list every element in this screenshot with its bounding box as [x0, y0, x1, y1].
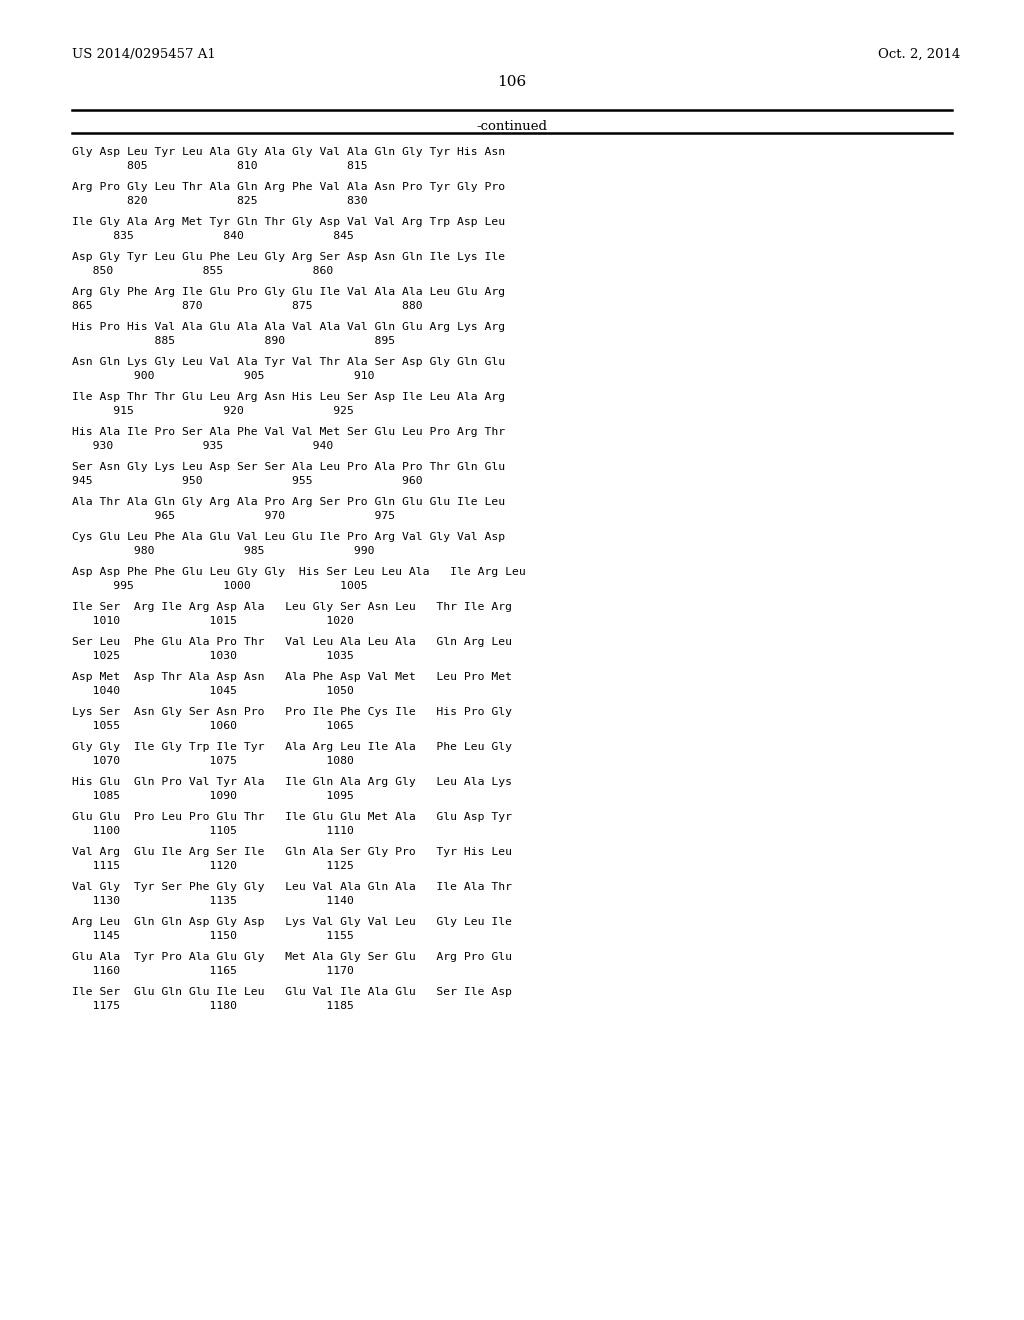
Text: 995             1000             1005: 995 1000 1005	[72, 581, 368, 591]
Text: 1145             1150             1155: 1145 1150 1155	[72, 931, 354, 941]
Text: Asn Gln Lys Gly Leu Val Ala Tyr Val Thr Ala Ser Asp Gly Gln Glu: Asn Gln Lys Gly Leu Val Ala Tyr Val Thr …	[72, 356, 505, 367]
Text: 805             810             815: 805 810 815	[72, 161, 368, 172]
Text: Lys Ser  Asn Gly Ser Asn Pro   Pro Ile Phe Cys Ile   His Pro Gly: Lys Ser Asn Gly Ser Asn Pro Pro Ile Phe …	[72, 708, 512, 717]
Text: 1115             1120             1125: 1115 1120 1125	[72, 861, 354, 871]
Text: Ile Ser  Arg Ile Arg Asp Ala   Leu Gly Ser Asn Leu   Thr Ile Arg: Ile Ser Arg Ile Arg Asp Ala Leu Gly Ser …	[72, 602, 512, 612]
Text: 1055             1060             1065: 1055 1060 1065	[72, 721, 354, 731]
Text: Asp Met  Asp Thr Ala Asp Asn   Ala Phe Asp Val Met   Leu Pro Met: Asp Met Asp Thr Ala Asp Asn Ala Phe Asp …	[72, 672, 512, 682]
Text: Ile Ser  Glu Gln Glu Ile Leu   Glu Val Ile Ala Glu   Ser Ile Asp: Ile Ser Glu Gln Glu Ile Leu Glu Val Ile …	[72, 987, 512, 997]
Text: Ser Leu  Phe Glu Ala Pro Thr   Val Leu Ala Leu Ala   Gln Arg Leu: Ser Leu Phe Glu Ala Pro Thr Val Leu Ala …	[72, 638, 512, 647]
Text: 1130             1135             1140: 1130 1135 1140	[72, 896, 354, 906]
Text: 835             840             845: 835 840 845	[72, 231, 354, 242]
Text: Arg Leu  Gln Gln Asp Gly Asp   Lys Val Gly Val Leu   Gly Leu Ile: Arg Leu Gln Gln Asp Gly Asp Lys Val Gly …	[72, 917, 512, 927]
Text: Ser Asn Gly Lys Leu Asp Ser Ser Ala Leu Pro Ala Pro Thr Gln Glu: Ser Asn Gly Lys Leu Asp Ser Ser Ala Leu …	[72, 462, 505, 473]
Text: 820             825             830: 820 825 830	[72, 195, 368, 206]
Text: 106: 106	[498, 75, 526, 88]
Text: 915             920             925: 915 920 925	[72, 407, 354, 416]
Text: His Pro His Val Ala Glu Ala Ala Val Ala Val Gln Glu Arg Lys Arg: His Pro His Val Ala Glu Ala Ala Val Ala …	[72, 322, 505, 333]
Text: Glu Ala  Tyr Pro Ala Glu Gly   Met Ala Gly Ser Glu   Arg Pro Glu: Glu Ala Tyr Pro Ala Glu Gly Met Ala Gly …	[72, 952, 512, 962]
Text: Ile Asp Thr Thr Glu Leu Arg Asn His Leu Ser Asp Ile Leu Ala Arg: Ile Asp Thr Thr Glu Leu Arg Asn His Leu …	[72, 392, 505, 403]
Text: Ile Gly Ala Arg Met Tyr Gln Thr Gly Asp Val Val Arg Trp Asp Leu: Ile Gly Ala Arg Met Tyr Gln Thr Gly Asp …	[72, 216, 505, 227]
Text: 1175             1180             1185: 1175 1180 1185	[72, 1001, 354, 1011]
Text: 980             985             990: 980 985 990	[72, 546, 375, 556]
Text: 1010             1015             1020: 1010 1015 1020	[72, 616, 354, 626]
Text: Val Gly  Tyr Ser Phe Gly Gly   Leu Val Ala Gln Ala   Ile Ala Thr: Val Gly Tyr Ser Phe Gly Gly Leu Val Ala …	[72, 882, 512, 892]
Text: 930             935             940: 930 935 940	[72, 441, 333, 451]
Text: 1025             1030             1035: 1025 1030 1035	[72, 651, 354, 661]
Text: US 2014/0295457 A1: US 2014/0295457 A1	[72, 48, 216, 61]
Text: 965             970             975: 965 970 975	[72, 511, 395, 521]
Text: Val Arg  Glu Ile Arg Ser Ile   Gln Ala Ser Gly Pro   Tyr His Leu: Val Arg Glu Ile Arg Ser Ile Gln Ala Ser …	[72, 847, 512, 857]
Text: 1100             1105             1110: 1100 1105 1110	[72, 826, 354, 836]
Text: Asp Asp Phe Phe Glu Leu Gly Gly  His Ser Leu Leu Ala   Ile Arg Leu: Asp Asp Phe Phe Glu Leu Gly Gly His Ser …	[72, 568, 525, 577]
Text: Cys Glu Leu Phe Ala Glu Val Leu Glu Ile Pro Arg Val Gly Val Asp: Cys Glu Leu Phe Ala Glu Val Leu Glu Ile …	[72, 532, 505, 543]
Text: 865             870             875             880: 865 870 875 880	[72, 301, 423, 312]
Text: 1160             1165             1170: 1160 1165 1170	[72, 966, 354, 975]
Text: Glu Glu  Pro Leu Pro Glu Thr   Ile Glu Glu Met Ala   Glu Asp Tyr: Glu Glu Pro Leu Pro Glu Thr Ile Glu Glu …	[72, 812, 512, 822]
Text: Gly Asp Leu Tyr Leu Ala Gly Ala Gly Val Ala Gln Gly Tyr His Asn: Gly Asp Leu Tyr Leu Ala Gly Ala Gly Val …	[72, 147, 505, 157]
Text: Arg Gly Phe Arg Ile Glu Pro Gly Glu Ile Val Ala Ala Leu Glu Arg: Arg Gly Phe Arg Ile Glu Pro Gly Glu Ile …	[72, 286, 505, 297]
Text: 945             950             955             960: 945 950 955 960	[72, 477, 423, 486]
Text: -continued: -continued	[476, 120, 548, 133]
Text: 885             890             895: 885 890 895	[72, 337, 395, 346]
Text: Ala Thr Ala Gln Gly Arg Ala Pro Arg Ser Pro Gln Glu Glu Ile Leu: Ala Thr Ala Gln Gly Arg Ala Pro Arg Ser …	[72, 498, 505, 507]
Text: Arg Pro Gly Leu Thr Ala Gln Arg Phe Val Ala Asn Pro Tyr Gly Pro: Arg Pro Gly Leu Thr Ala Gln Arg Phe Val …	[72, 182, 505, 191]
Text: 1070             1075             1080: 1070 1075 1080	[72, 756, 354, 766]
Text: His Glu  Gln Pro Val Tyr Ala   Ile Gln Ala Arg Gly   Leu Ala Lys: His Glu Gln Pro Val Tyr Ala Ile Gln Ala …	[72, 777, 512, 787]
Text: His Ala Ile Pro Ser Ala Phe Val Val Met Ser Glu Leu Pro Arg Thr: His Ala Ile Pro Ser Ala Phe Val Val Met …	[72, 426, 505, 437]
Text: Asp Gly Tyr Leu Glu Phe Leu Gly Arg Ser Asp Asn Gln Ile Lys Ile: Asp Gly Tyr Leu Glu Phe Leu Gly Arg Ser …	[72, 252, 505, 261]
Text: Oct. 2, 2014: Oct. 2, 2014	[878, 48, 961, 61]
Text: 1040             1045             1050: 1040 1045 1050	[72, 686, 354, 696]
Text: 850             855             860: 850 855 860	[72, 267, 333, 276]
Text: Gly Gly  Ile Gly Trp Ile Tyr   Ala Arg Leu Ile Ala   Phe Leu Gly: Gly Gly Ile Gly Trp Ile Tyr Ala Arg Leu …	[72, 742, 512, 752]
Text: 1085             1090             1095: 1085 1090 1095	[72, 791, 354, 801]
Text: 900             905             910: 900 905 910	[72, 371, 375, 381]
